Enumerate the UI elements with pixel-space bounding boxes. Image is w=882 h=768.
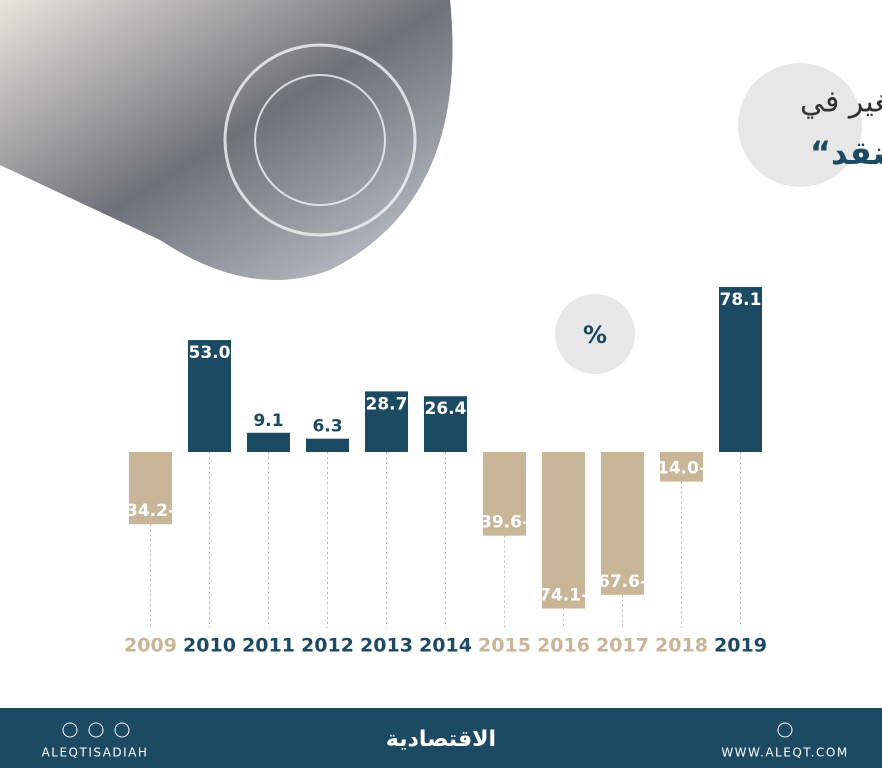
- x-tick-label: 2010: [183, 635, 236, 657]
- value-label: 14.0-: [657, 459, 706, 479]
- x-tick-label: 2019: [714, 635, 767, 657]
- bar: [247, 432, 290, 452]
- footer: [0, 708, 882, 768]
- bar: [424, 396, 467, 452]
- x-tick-label: 2012: [301, 635, 354, 657]
- x-tick-label: 2013: [360, 635, 413, 657]
- title-circle: [738, 63, 862, 187]
- x-tick-label: 2014: [419, 635, 472, 657]
- value-label: 6.3: [312, 417, 342, 437]
- value-label: 78.1: [720, 290, 762, 310]
- value-label: 67.6-: [598, 572, 647, 592]
- plot: 34.2- 2009 53.0 2010 9.1 2011 6.3 2012 28.7 2013 2…: [124, 287, 767, 657]
- icon-web: [777, 722, 793, 738]
- bar: [365, 391, 408, 452]
- footer-social: ALEQTISADIAH: [42, 746, 149, 760]
- bar: [542, 452, 585, 609]
- x-tick-label: 2017: [596, 635, 649, 657]
- value-label: 26.4: [425, 399, 467, 419]
- seal-inner: [254, 74, 386, 206]
- value-label: 28.7: [366, 394, 408, 414]
- value-label: 34.2-: [126, 501, 175, 521]
- value-label: 74.1-: [539, 586, 588, 606]
- x-tick-label: 2015: [478, 635, 531, 657]
- x-tick-label: 2009: [124, 635, 177, 657]
- icon-facebook: [88, 722, 104, 738]
- footer-brand: الاقتصادية: [386, 727, 496, 752]
- value-label: 39.6-: [480, 513, 529, 533]
- title: نسبة التغير في: [800, 85, 882, 120]
- bar: [719, 287, 762, 452]
- unit: %: [583, 321, 607, 349]
- bar: [306, 438, 349, 452]
- value-label: 9.1: [253, 411, 283, 431]
- x-tick-label: 2016: [537, 635, 590, 657]
- bar: [601, 452, 644, 595]
- unit-circle: [555, 294, 635, 374]
- icon-instagram: [62, 722, 78, 738]
- bar: [188, 340, 231, 452]
- value-label: 53.0: [189, 343, 231, 363]
- x-tick-label: 2011: [242, 635, 295, 657]
- bar: [483, 452, 526, 536]
- bar: [129, 452, 172, 525]
- bar: [660, 452, 703, 482]
- subtitle: أذونات ”مؤسسة النقد“: [810, 132, 882, 172]
- seal: [223, 43, 417, 237]
- footer-website: WWW.ALEQT.COM: [721, 746, 848, 760]
- icon-twitter: [114, 722, 130, 738]
- x-tick-label: 2018: [655, 635, 708, 657]
